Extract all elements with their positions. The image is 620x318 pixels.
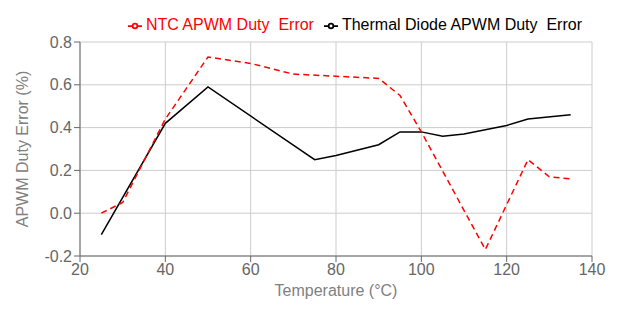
svg-text:0.2: 0.2 xyxy=(50,162,72,179)
svg-text:0.0: 0.0 xyxy=(50,205,72,222)
svg-text:60: 60 xyxy=(242,261,260,278)
html-text:Thermal Diode APWM Duty Error: Thermal Diode APWM Duty Error xyxy=(341,16,582,33)
svg-text:0.6: 0.6 xyxy=(50,76,72,93)
svg-text:40: 40 xyxy=(156,261,174,278)
svg-text:20: 20 xyxy=(71,261,89,278)
html-text:NTC APWM Duty Error: NTC APWM Duty Error xyxy=(145,16,314,33)
svg-text:Temperature (°C): Temperature (°C) xyxy=(275,282,398,299)
svg-text:100: 100 xyxy=(408,261,435,278)
svg-text:140: 140 xyxy=(579,261,606,278)
svg-text:80: 80 xyxy=(327,261,345,278)
svg-text:120: 120 xyxy=(493,261,520,278)
svg-text:0.4: 0.4 xyxy=(50,119,72,136)
svg-text:APWM Duty Error (%): APWM Duty Error (%) xyxy=(14,71,31,227)
svg-text:-0.2: -0.2 xyxy=(44,248,72,265)
svg-text:0.8: 0.8 xyxy=(50,34,72,51)
